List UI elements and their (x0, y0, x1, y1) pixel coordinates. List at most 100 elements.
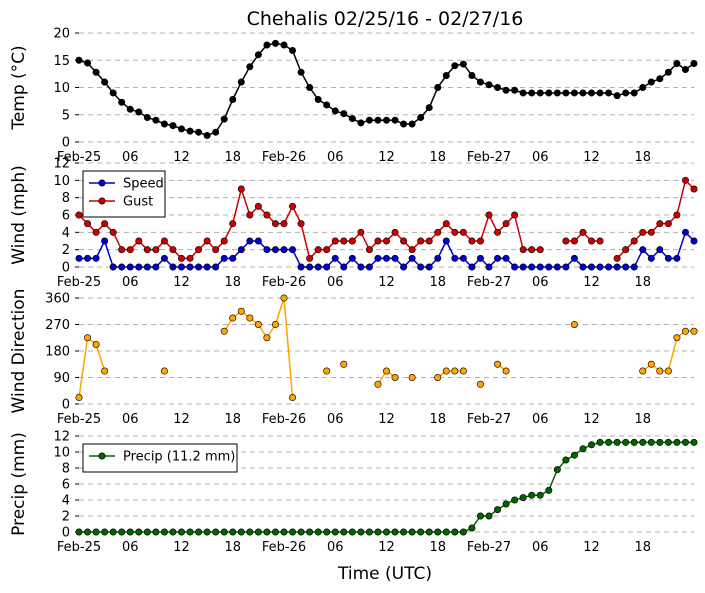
x-tick-label: 18 (634, 275, 651, 290)
y-tick-label: 0 (62, 398, 70, 413)
temp-point (186, 127, 194, 135)
x-tick-label: 12 (583, 540, 600, 555)
speed-point (459, 254, 467, 262)
direction-point (451, 367, 459, 375)
gust-point (400, 237, 408, 245)
x-tick-label: 06 (122, 275, 139, 290)
temp-point (673, 60, 681, 68)
direction-point (340, 360, 348, 368)
y-tick-label: 10 (53, 446, 70, 461)
speed-point (101, 237, 109, 245)
direction-point (673, 334, 681, 342)
precip-point (528, 491, 536, 499)
direction-point (459, 367, 467, 375)
direction-point (374, 380, 382, 388)
gust-point (596, 237, 604, 245)
precip-point (613, 438, 621, 446)
temp-point (280, 41, 288, 49)
precip-point (519, 494, 527, 502)
speed-point (220, 254, 228, 262)
precip-point (254, 528, 262, 536)
gust-point (229, 220, 237, 228)
precip-point (622, 438, 630, 446)
precip-point (468, 524, 476, 532)
gust-point (502, 220, 510, 228)
gust-point (673, 211, 681, 219)
temp-point (468, 72, 476, 80)
precip-point (101, 528, 109, 536)
temp-point (519, 89, 527, 97)
gust-point (681, 176, 689, 184)
temp-point (126, 105, 134, 113)
temp-point (494, 84, 502, 92)
y-tick-label: 2 (62, 510, 70, 525)
speed-point (152, 263, 160, 271)
y-tick-label: 12 (53, 157, 70, 172)
gust-point (570, 237, 578, 245)
speed-point (348, 254, 356, 262)
series-precip (75, 438, 698, 536)
speed-point (656, 246, 664, 254)
temp-point (442, 72, 450, 80)
precip-point (143, 528, 151, 536)
precip-point (152, 528, 160, 536)
precip-point (280, 528, 288, 536)
y-tick-label: 6 (62, 209, 70, 224)
temp-point (622, 89, 630, 97)
x-tick-label: Feb-27 (467, 540, 511, 555)
gust-point (143, 246, 151, 254)
precip-point (92, 528, 100, 536)
gust-point (152, 246, 160, 254)
temp-point (587, 89, 595, 97)
temp-point (212, 128, 220, 136)
speed-point (340, 263, 348, 271)
gust-point (75, 211, 83, 219)
x-tick-label: 12 (583, 412, 600, 427)
gust-point (220, 237, 228, 245)
x-tick-label: 06 (327, 150, 344, 165)
legend-label: Speed (123, 177, 164, 192)
direction-point (229, 314, 237, 322)
precip-point (690, 438, 698, 446)
x-tick-label: 18 (634, 540, 651, 555)
gust-point (357, 228, 365, 236)
direction-point (271, 320, 279, 328)
legend-box (82, 170, 166, 218)
temp-point (647, 78, 655, 86)
x-tick-label: Feb-26 (262, 412, 306, 427)
temp-point (434, 84, 442, 92)
precip-point (656, 438, 664, 446)
speed-point (605, 263, 613, 271)
x-tick-label: Feb-25 (57, 412, 101, 427)
x-tick-label: 06 (122, 540, 139, 555)
temp-point (109, 89, 117, 97)
legend-label: Gust (123, 195, 153, 210)
temp-point (365, 116, 373, 124)
x-tick-label: Feb-27 (467, 412, 511, 427)
temp-point (553, 89, 561, 97)
precip-point (126, 528, 134, 536)
speed-point (84, 254, 92, 262)
speed-point (425, 263, 433, 271)
direction-line (223, 297, 294, 398)
speed-point (374, 254, 382, 262)
temp-point (340, 110, 348, 118)
x-tick-label: 12 (378, 412, 395, 427)
figure-title: Chehalis 02/25/16 - 02/27/16 (247, 8, 524, 30)
direction-point (220, 327, 228, 335)
direction-point (254, 320, 262, 328)
direction-point (570, 320, 578, 328)
y-tick-label: 6 (62, 478, 70, 493)
speed-point (468, 263, 476, 271)
precip-point (596, 438, 604, 446)
speed-point (408, 254, 416, 262)
temp-point (374, 116, 382, 124)
y-tick-label: 0 (62, 261, 70, 276)
speed-point (160, 254, 168, 262)
speed-point (331, 254, 339, 262)
gust-point (656, 220, 664, 228)
temp-point (391, 116, 399, 124)
gust-point (331, 237, 339, 245)
speed-point (382, 254, 390, 262)
temp-point (485, 81, 493, 89)
